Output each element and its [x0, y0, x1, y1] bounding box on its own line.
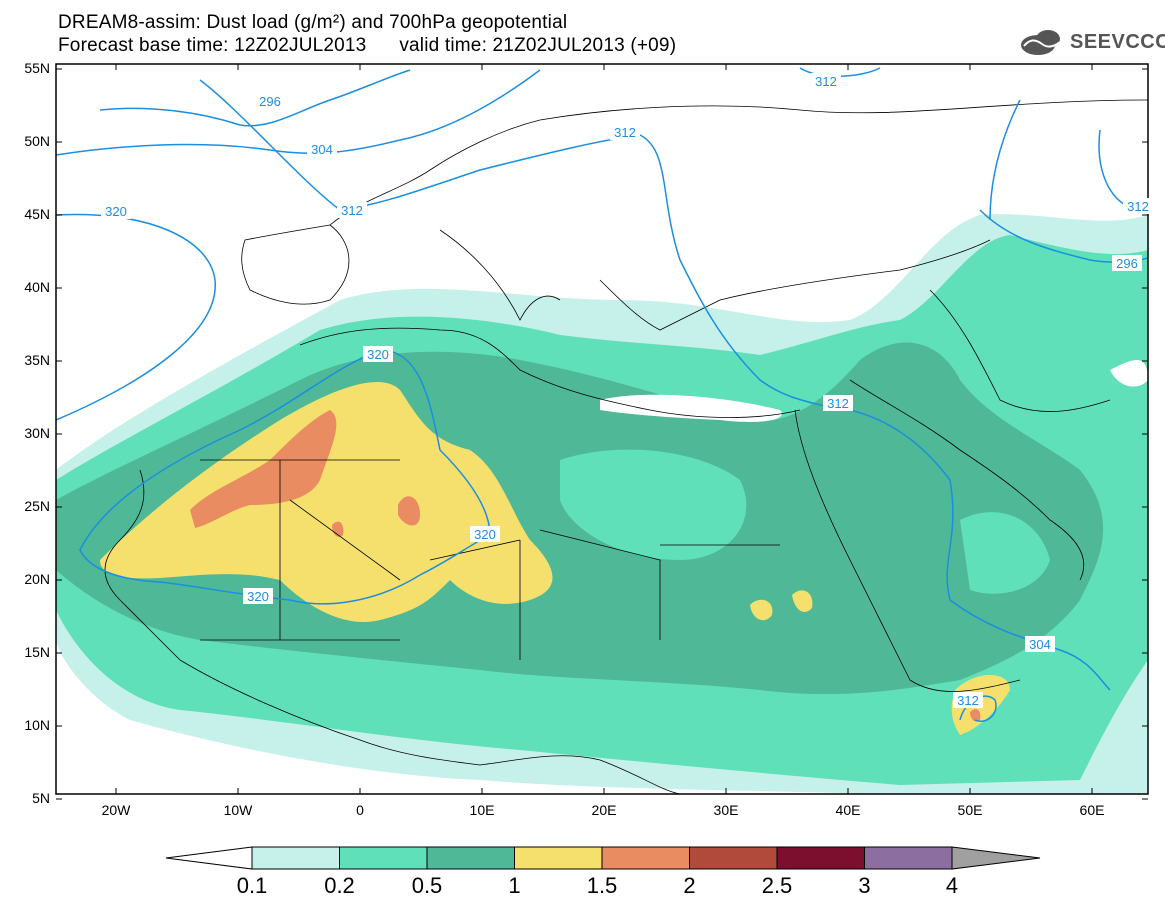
dust-pocket-0.2	[560, 449, 747, 560]
colorbar: 0.1 0.2 0.5 1 1.5 2 2.5 3 4	[165, 846, 1041, 898]
contour-label: 320	[474, 527, 496, 542]
lon-label: 10W	[224, 802, 254, 818]
lat-label: 15N	[24, 644, 50, 660]
forecast-time-line: Forecast base time: 12Z02JUL2013 valid t…	[58, 35, 677, 56]
colorbar-label: 2	[683, 873, 695, 898]
map-title: DREAM8-assim: Dust load (g/m²) and 700hP…	[58, 12, 568, 33]
colorbar-label: 3	[858, 873, 870, 898]
colorbar-label: 1	[508, 873, 520, 898]
mediterranean-sea	[600, 394, 782, 422]
lon-label: 20E	[592, 802, 617, 818]
dust-patch-1	[750, 599, 773, 621]
lat-label: 20N	[24, 571, 50, 587]
dust-band-1.5	[190, 410, 337, 528]
contour-label: 312	[614, 125, 636, 140]
dust-patch-1b	[792, 590, 813, 612]
lat-label: 30N	[24, 425, 50, 441]
cloud-icon	[1021, 30, 1061, 55]
colorbar-segment	[514, 846, 603, 870]
lat-label: 25N	[24, 498, 50, 514]
dust-patch-1.5c	[970, 709, 981, 722]
contour-label-bg	[1112, 255, 1142, 271]
dust-patch-1.5	[398, 496, 420, 526]
colorbar-segment	[251, 846, 340, 870]
colorbar-label: 0.2	[324, 873, 355, 898]
lon-label: 10E	[470, 802, 495, 818]
colorbar-label: 0.5	[412, 873, 443, 898]
colorbar-segment	[689, 846, 778, 870]
lon-label: 40E	[836, 802, 861, 818]
colorbar-arrow-right	[951, 846, 1041, 870]
colorbar-segment	[426, 846, 515, 870]
contour-label-bg	[101, 203, 131, 219]
colorbar-segment	[339, 846, 428, 870]
tick-marks	[56, 64, 1148, 800]
contour-320a	[56, 213, 216, 421]
lon-label: 30E	[714, 802, 739, 818]
colorbar-label: 4	[946, 873, 958, 898]
contour-label: 312	[1127, 199, 1149, 214]
lon-label: 20W	[102, 802, 132, 818]
contour-label: 304	[1029, 637, 1051, 652]
longitude-labels: 20W 10W 0 10E 20E 30E 40E 50E 60E	[102, 802, 1105, 818]
colorbar-arrow-left	[165, 846, 253, 870]
contour-label-bg	[470, 526, 500, 542]
map-frame	[55, 63, 1149, 795]
contour-label: 312	[815, 74, 837, 89]
dust-patch-1.5b	[332, 521, 344, 537]
contour-label: 320	[367, 347, 389, 362]
colorbar-segment	[601, 846, 690, 870]
lon-label: 0	[356, 802, 364, 818]
lat-label: 55N	[24, 60, 50, 76]
contour-label: 304	[311, 142, 333, 157]
contour-label-bg	[255, 93, 285, 109]
contour-label: 312	[957, 693, 979, 708]
map-area	[56, 64, 1148, 794]
logo-text: SEEVCCC	[1070, 31, 1165, 53]
colorbar-segment	[776, 846, 865, 870]
contour-label-bg	[823, 395, 853, 411]
contour-label-bg	[363, 346, 393, 362]
contour-label-bg	[1123, 198, 1153, 214]
contour-label: 320	[105, 204, 127, 219]
contour-312a	[199, 79, 1111, 691]
colorbar-label: 0.1	[237, 873, 268, 898]
contour-label-bg	[953, 692, 983, 708]
lat-label: 35N	[24, 352, 50, 368]
contour-label: 296	[259, 94, 281, 109]
lat-label: 10N	[24, 717, 50, 733]
white-patch	[1110, 360, 1148, 387]
dust-band-1	[100, 381, 553, 622]
seevccc-logo: SEEVCCC	[1018, 28, 1165, 58]
coastlines	[104, 99, 1148, 794]
lat-label: 45N	[24, 206, 50, 222]
latitude-labels: 55N 50N 45N 40N 35N 30N 25N 20N 15N 10N 5N	[24, 60, 50, 806]
contour-label-bg	[811, 73, 841, 89]
lat-label: 50N	[24, 133, 50, 149]
contour-label-bg	[337, 202, 367, 218]
lat-label: 40N	[24, 279, 50, 295]
contour-label: 312	[827, 396, 849, 411]
contour-label: 312	[341, 203, 363, 218]
colorbar-label: 2.5	[762, 873, 793, 898]
contour-label: 320	[247, 589, 269, 604]
contour-label-bg	[610, 124, 640, 140]
dust-pocket-0.2b	[960, 512, 1050, 594]
contour-296	[99, 69, 411, 127]
contour-label-bg	[243, 588, 273, 604]
contour-label: 296	[1116, 256, 1138, 271]
colorbar-label: 1.5	[587, 873, 618, 898]
lon-label: 60E	[1080, 802, 1105, 818]
contour-312c	[989, 99, 1021, 221]
contour-label-bg	[307, 141, 337, 157]
lon-label: 50E	[958, 802, 983, 818]
contour-label-bg	[1025, 636, 1055, 652]
contour-labels: 296 304 312 320 320 312 320 320 312 312 304 296 312 3…	[101, 73, 1153, 708]
colorbar-segment	[864, 846, 953, 870]
lat-label: 5N	[32, 790, 50, 806]
contour-320b	[79, 349, 491, 605]
